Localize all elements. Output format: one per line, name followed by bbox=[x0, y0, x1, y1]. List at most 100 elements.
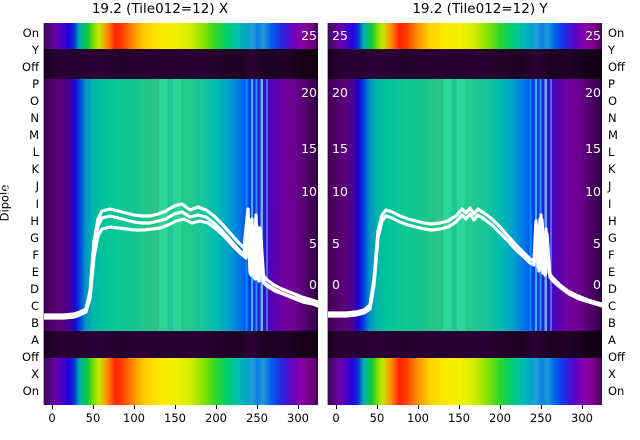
xtick-mark bbox=[582, 405, 583, 409]
inner-tick-right-0: 0 bbox=[593, 277, 601, 292]
inner-tick-right-15: 15 bbox=[301, 141, 317, 156]
inner-tick-left-20: 20 bbox=[3, 85, 19, 100]
y-category-left-13: F bbox=[32, 247, 39, 262]
xtick-mark bbox=[216, 405, 217, 409]
y-category-left-5: N bbox=[30, 111, 39, 126]
inner-tick-left-5: 5 bbox=[332, 236, 340, 251]
y-category-left-17: B bbox=[31, 315, 39, 330]
y-category-left-12: G bbox=[30, 230, 39, 245]
xtick-mark bbox=[377, 405, 378, 409]
y-category-left-11: H bbox=[30, 213, 39, 228]
xtick-mark bbox=[459, 405, 460, 409]
xtick-label: 50 bbox=[85, 411, 101, 425]
panel-y-curves bbox=[328, 206, 602, 318]
xtick-label: 50 bbox=[369, 411, 385, 425]
y-category-right-4: O bbox=[608, 94, 618, 109]
xtick-mark bbox=[541, 405, 542, 409]
panel-y-xaxis: 0 50 100 150 200 250 300 bbox=[320, 405, 640, 435]
inner-tick-right-0: 0 bbox=[309, 277, 317, 292]
xtick-label: 150 bbox=[164, 411, 186, 425]
y-category-left-9: J bbox=[35, 179, 39, 194]
inner-tick-right-25: 25 bbox=[585, 28, 601, 43]
y-category-left-1: Y bbox=[31, 43, 39, 58]
y-category-right-18: A bbox=[608, 332, 616, 347]
y-category-left-15: D bbox=[30, 281, 39, 296]
heatmap-band-rainbow-top bbox=[44, 23, 318, 49]
panel-x-title: 19.2 (Tile012=12) X bbox=[91, 1, 229, 17]
inner-tick-right-5: 5 bbox=[309, 236, 317, 251]
panel-x-plot-area[interactable] bbox=[44, 23, 318, 405]
y-category-left-0: On bbox=[22, 26, 39, 40]
y-category-right-2: Off bbox=[608, 60, 625, 75]
inner-tick-right-20: 20 bbox=[585, 85, 601, 100]
xtick-label: 250 bbox=[246, 411, 268, 425]
inner-tick-left-15: 15 bbox=[3, 141, 19, 156]
inner-tick-right-10: 10 bbox=[585, 184, 601, 199]
xtick-label: 150 bbox=[448, 411, 470, 425]
y-category-left-8: K bbox=[31, 162, 39, 177]
heatmap-band-rainbow-bottom bbox=[328, 358, 602, 405]
heatmap-band-dark-lower bbox=[328, 331, 602, 358]
y-category-right-13: F bbox=[608, 247, 615, 262]
y-category-right-21: On bbox=[608, 384, 625, 399]
y-category-left-4: O bbox=[29, 94, 39, 109]
y-category-right-14: E bbox=[608, 264, 616, 279]
y-category-left-21: On bbox=[22, 384, 39, 399]
y-category-left-20: X bbox=[31, 367, 39, 381]
xtick-label: 0 bbox=[48, 411, 56, 425]
xtick-mark bbox=[298, 405, 299, 409]
y-category-right-11: H bbox=[608, 213, 617, 228]
xtick-mark bbox=[500, 405, 501, 409]
heatmap-band-dark-upper bbox=[328, 49, 602, 79]
inner-tick-right-15: 15 bbox=[585, 141, 601, 156]
y-category-right-0: On bbox=[608, 26, 625, 40]
inner-tick-left-10: 10 bbox=[332, 184, 348, 199]
inner-tick-left-25: 25 bbox=[3, 28, 19, 43]
y-category-right-20: X bbox=[608, 367, 616, 381]
xtick-mark bbox=[134, 405, 135, 409]
xtick-mark bbox=[52, 405, 53, 409]
y-category-right-10: I bbox=[608, 196, 612, 211]
xtick-label: 250 bbox=[530, 411, 552, 425]
inner-tick-right-10: 10 bbox=[301, 184, 317, 199]
xtick-mark bbox=[336, 405, 337, 409]
y-category-left-10: I bbox=[35, 196, 39, 211]
xtick-label: 100 bbox=[123, 411, 145, 425]
inner-tick-left-15: 15 bbox=[332, 141, 348, 156]
y-category-right-7: L bbox=[608, 145, 615, 160]
panel-x: 19.2 (Tile012=12) X 25 20 15 10 5 0 25 bbox=[3, 1, 318, 425]
panel-y-title: 19.2 (Tile012=12) Y bbox=[412, 1, 548, 17]
xtick-mark bbox=[93, 405, 94, 409]
y-category-right-16: C bbox=[608, 298, 617, 313]
inner-tick-left-10: 10 bbox=[3, 184, 19, 199]
y-category-left-6: M bbox=[29, 128, 39, 143]
y-category-right-17: B bbox=[608, 315, 616, 330]
y-category-right-1: Y bbox=[608, 43, 616, 58]
y-category-left-7: L bbox=[32, 145, 39, 160]
xtick-label: 100 bbox=[407, 411, 429, 425]
inner-tick-left-25: 25 bbox=[332, 28, 348, 43]
y-category-right-8: K bbox=[608, 162, 616, 177]
panel-y-plot-area[interactable] bbox=[328, 23, 602, 405]
xtick-label: 200 bbox=[205, 411, 227, 425]
y-category-left-3: P bbox=[32, 77, 39, 92]
panel-y: 19.2 (Tile012=12) Y 25 20 15 10 5 0 25 2… bbox=[320, 0, 640, 440]
inner-tick-right-5: 5 bbox=[593, 236, 601, 251]
heatmap-band-dark-lower bbox=[44, 331, 318, 358]
inner-tick-right-25: 25 bbox=[301, 28, 317, 43]
heatmap-band-rainbow-bottom bbox=[44, 358, 318, 405]
y-category-right-9: J bbox=[608, 179, 612, 194]
xtick-mark bbox=[418, 405, 419, 409]
inner-tick-left-0: 0 bbox=[332, 277, 340, 292]
xtick-mark bbox=[175, 405, 176, 409]
xtick-mark bbox=[257, 405, 258, 409]
y-category-right-3: P bbox=[608, 77, 615, 92]
y-category-left-2: Off bbox=[22, 60, 39, 75]
inner-tick-left-0: 0 bbox=[3, 277, 11, 292]
y-category-left-14: E bbox=[31, 264, 39, 279]
heatmap-band-dark-upper bbox=[44, 49, 318, 79]
y-category-left-19: Off bbox=[22, 349, 39, 364]
y-category-left-16: C bbox=[30, 298, 39, 313]
xtick-label: 200 bbox=[489, 411, 511, 425]
y-category-right-19: Off bbox=[608, 349, 625, 364]
